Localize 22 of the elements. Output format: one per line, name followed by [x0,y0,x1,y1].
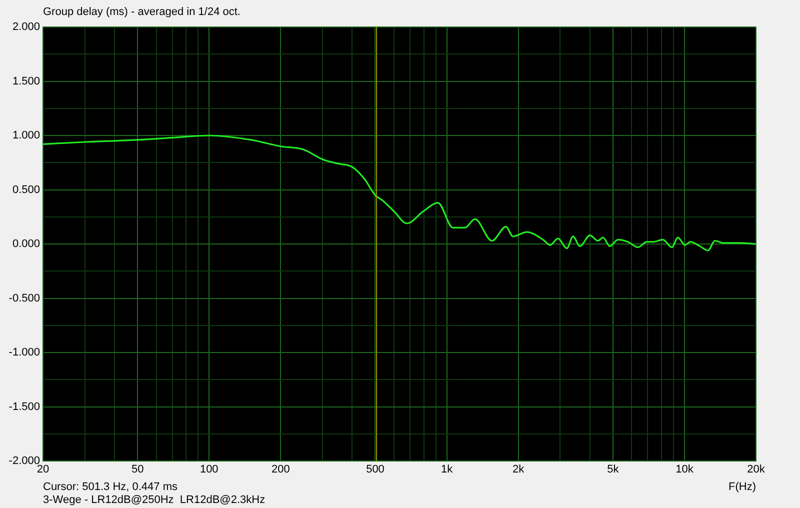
chart-title: Group delay (ms) - averaged in 1/24 oct. [43,6,240,18]
x-tick-label: 100 [200,464,218,476]
y-tick-label: 0.000 [12,238,40,250]
x-tick-label: 2k [512,464,525,476]
text: Cursor: 501.3 Hz, 0.447 ms [43,481,178,494]
x-tick-label: 200 [271,464,290,476]
y-tick-label: 1.500 [12,75,40,88]
x-tick-label: 20k [747,464,766,476]
x-axis-title: F(Hz) [728,481,756,494]
x-tick-label: 500 [366,464,384,476]
y-tick-label: 1.000 [12,130,40,142]
x-tick-label: 10k [676,464,694,476]
y-tick-label: -1.000 [8,346,40,359]
y-tick-label: 2.000 [12,21,40,34]
y-tick-label: -1.500 [8,400,40,413]
x-tick-label: 5k [607,464,620,476]
text: 3-Wege - LR12dB@250Hz LR12dB@2.3kHz [43,494,266,506]
x-tick-label: 50 [131,464,144,476]
y-tick-label: 0.500 [12,184,40,196]
x-tick-label: 20 [36,464,50,476]
x-tick-label: 1k [440,464,454,476]
y-tick-label: -0.500 [8,292,40,304]
